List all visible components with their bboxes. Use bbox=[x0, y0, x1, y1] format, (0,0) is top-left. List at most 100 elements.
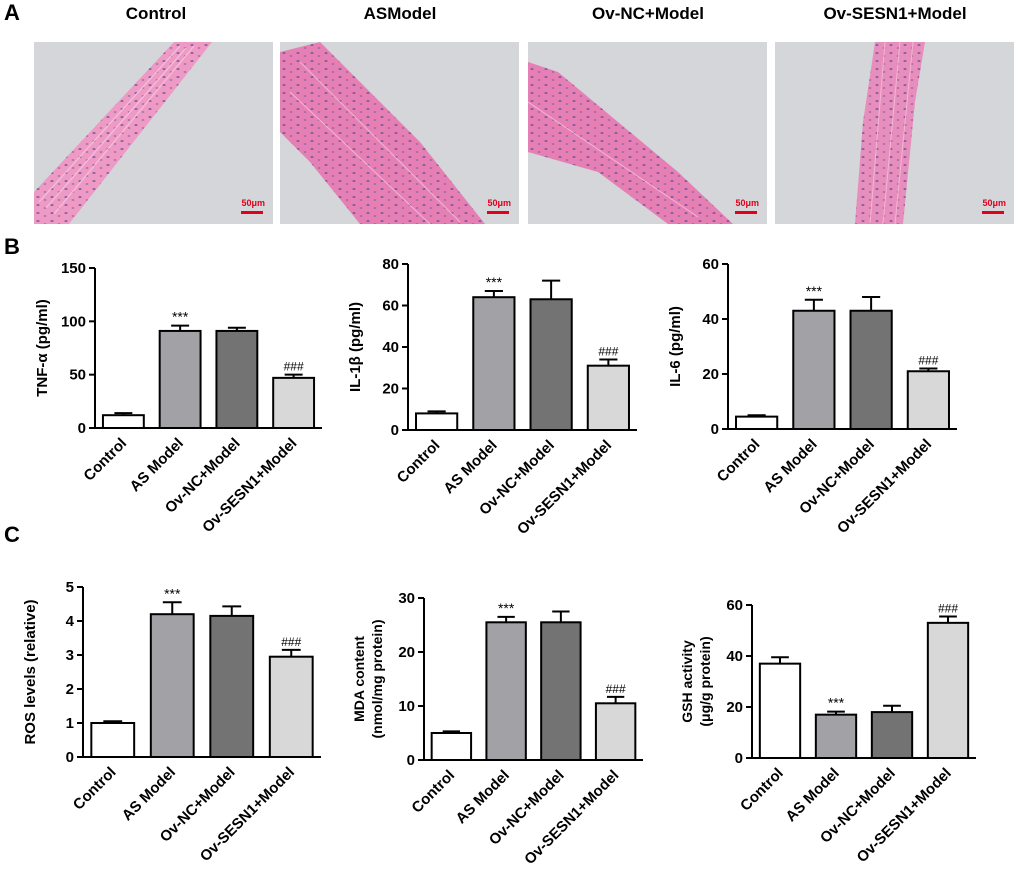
y-tick-label: 60 bbox=[726, 597, 743, 614]
y-tick-label: 1 bbox=[66, 715, 74, 732]
x-tick-label-control: Control bbox=[737, 765, 787, 815]
y-axis-label: IL-6 (pg/ml) bbox=[667, 306, 684, 387]
micrograph-as-model: 50μm bbox=[280, 42, 519, 224]
micrograph-control-image bbox=[34, 42, 273, 224]
panel-label-b: B bbox=[4, 234, 20, 259]
chart-il1b: 0 20 40 60 80 IL-1β (pg/ml) Control *** AS Model… bbox=[347, 256, 637, 538]
bar-ov-sesn1 bbox=[594, 702, 637, 761]
x-tick-label-ov-sesn1: Ov-SESN1+Model bbox=[514, 437, 615, 538]
x-tick-label-as-model: AS Model bbox=[440, 437, 500, 497]
y-axis-label: TNF-α (pg/ml) bbox=[34, 299, 51, 397]
y-tick-label: 0 bbox=[735, 750, 743, 767]
bar-control bbox=[101, 414, 145, 430]
chart-ros: 0 1 2 3 4 5 ROS levels (relative) Control *** AS … bbox=[22, 579, 321, 865]
bar-ov-sesn1 bbox=[586, 364, 630, 431]
y-tick-label: 2 bbox=[66, 681, 74, 698]
y-axis-label: IL-1β (pg/ml) bbox=[347, 302, 364, 392]
x-tick-label-ov-sesn1: Ov-SESN1+Model bbox=[199, 435, 300, 536]
bar-control bbox=[758, 662, 802, 760]
y-tick-label: 60 bbox=[702, 256, 719, 273]
chart-gsh: 0 20 40 60 GSH activity (μg/g protein) Control… bbox=[679, 597, 976, 866]
significance-ov-sesn1: ### bbox=[281, 635, 301, 649]
x-tick-label-control: Control bbox=[408, 767, 458, 817]
scale-bar-as-model bbox=[487, 211, 509, 214]
significance-as-model: *** bbox=[164, 585, 181, 601]
bar-control bbox=[735, 415, 779, 430]
panel-label-a: A bbox=[4, 0, 20, 25]
y-tick-label: 150 bbox=[61, 260, 86, 277]
x-tick-label-ov-sesn1: Ov-SESN1+Model bbox=[834, 436, 935, 537]
scale-bar-label-as-model: 50μm bbox=[487, 198, 511, 208]
bar-ov-sesn1 bbox=[268, 655, 314, 759]
micrograph-ov-nc: 50μm bbox=[528, 42, 767, 224]
y-tick-label: 20 bbox=[382, 381, 399, 398]
bar-as-model bbox=[149, 613, 195, 759]
significance-as-model: *** bbox=[806, 283, 823, 299]
bar-ov-nc bbox=[870, 711, 914, 759]
x-tick-label-control: Control bbox=[70, 764, 120, 814]
significance-ov-sesn1: ### bbox=[606, 682, 626, 696]
y-axis-label-units: (μg/g protein) bbox=[697, 636, 713, 726]
bar-as-model bbox=[158, 329, 202, 429]
y-tick-label: 20 bbox=[398, 644, 415, 661]
scale-bar-label-control: 50μm bbox=[241, 198, 265, 208]
significance-ov-sesn1: ### bbox=[284, 360, 304, 374]
y-tick-label: 20 bbox=[702, 366, 719, 383]
bar-as-model bbox=[485, 621, 527, 761]
bar-control bbox=[430, 732, 473, 761]
micrograph-title-ov-nc: Ov-NC+Model bbox=[592, 4, 704, 23]
scale-bar-ov-nc bbox=[735, 211, 757, 214]
scale-bar-ov-sesn1 bbox=[982, 211, 1004, 214]
bar-as-model bbox=[814, 713, 858, 760]
x-tick-label-ov-sesn1: Ov-SESN1+Model bbox=[854, 765, 955, 866]
y-axis-label-units: (nmol/mg protein) bbox=[369, 620, 385, 739]
chart-il6: 0 20 40 60 IL-6 (pg/ml) Control *** AS ModelOv-… bbox=[667, 256, 957, 537]
micrograph-control: 50μm bbox=[34, 42, 273, 224]
bar-as-model bbox=[472, 296, 516, 432]
micrograph-title-control: Control bbox=[125, 4, 187, 23]
y-tick-label: 3 bbox=[66, 647, 74, 664]
y-tick-label: 100 bbox=[61, 313, 86, 330]
x-tick-label-ov-sesn1: Ov-SESN1+Model bbox=[521, 767, 622, 868]
significance-as-model: *** bbox=[172, 309, 189, 325]
y-tick-label: 40 bbox=[726, 648, 743, 665]
scale-bar-label-ov-sesn1: 50μm bbox=[982, 198, 1006, 208]
micrograph-title-ov-sesn1: Ov-SESN1+Model bbox=[823, 4, 967, 23]
y-tick-label: 60 bbox=[382, 298, 399, 315]
y-axis-label: MDA content bbox=[351, 636, 367, 722]
y-tick-label: 5 bbox=[66, 579, 74, 596]
bar-ov-nc bbox=[215, 329, 259, 429]
x-tick-label-control: Control bbox=[80, 435, 130, 485]
scale-bar-control bbox=[241, 211, 263, 214]
y-tick-label: 0 bbox=[78, 420, 86, 437]
y-axis-label: GSH activity bbox=[679, 640, 695, 723]
x-tick-label-control: Control bbox=[714, 436, 764, 486]
y-axis-label: ROS levels (relative) bbox=[22, 599, 39, 744]
significance-ov-sesn1: ### bbox=[938, 601, 958, 615]
chart-tnf: 0 50 100 150 TNF-α (pg/ml) Control *** AS Model… bbox=[34, 260, 322, 536]
panel-label-c: C bbox=[4, 522, 20, 547]
y-tick-label: 40 bbox=[702, 311, 719, 328]
micrograph-ov-sesn1: 50μm bbox=[775, 42, 1014, 224]
x-tick-label-as-model: AS Model bbox=[782, 765, 842, 825]
bar-ov-sesn1 bbox=[272, 376, 316, 430]
y-tick-label: 0 bbox=[407, 752, 415, 769]
x-tick-label-as-model: AS Model bbox=[127, 435, 187, 495]
bar-ov-nc bbox=[849, 309, 893, 430]
y-tick-label: 50 bbox=[69, 367, 86, 384]
y-tick-label: 40 bbox=[382, 339, 399, 356]
y-tick-label: 20 bbox=[726, 699, 743, 716]
significance-as-model: *** bbox=[828, 695, 845, 711]
significance-as-model: *** bbox=[498, 600, 515, 616]
micrograph-ov-sesn1-image bbox=[775, 42, 1014, 224]
bar-ov-sesn1 bbox=[906, 370, 950, 430]
bar-ov-sesn1 bbox=[926, 621, 970, 759]
bar-ov-nc bbox=[209, 614, 255, 759]
y-tick-label: 4 bbox=[66, 613, 75, 630]
bar-as-model bbox=[792, 309, 836, 430]
micrograph-ov-nc-image bbox=[528, 42, 767, 224]
significance-as-model: *** bbox=[486, 274, 503, 290]
micrograph-title-as-model: ASModel bbox=[363, 4, 437, 23]
y-tick-label: 10 bbox=[398, 698, 415, 715]
